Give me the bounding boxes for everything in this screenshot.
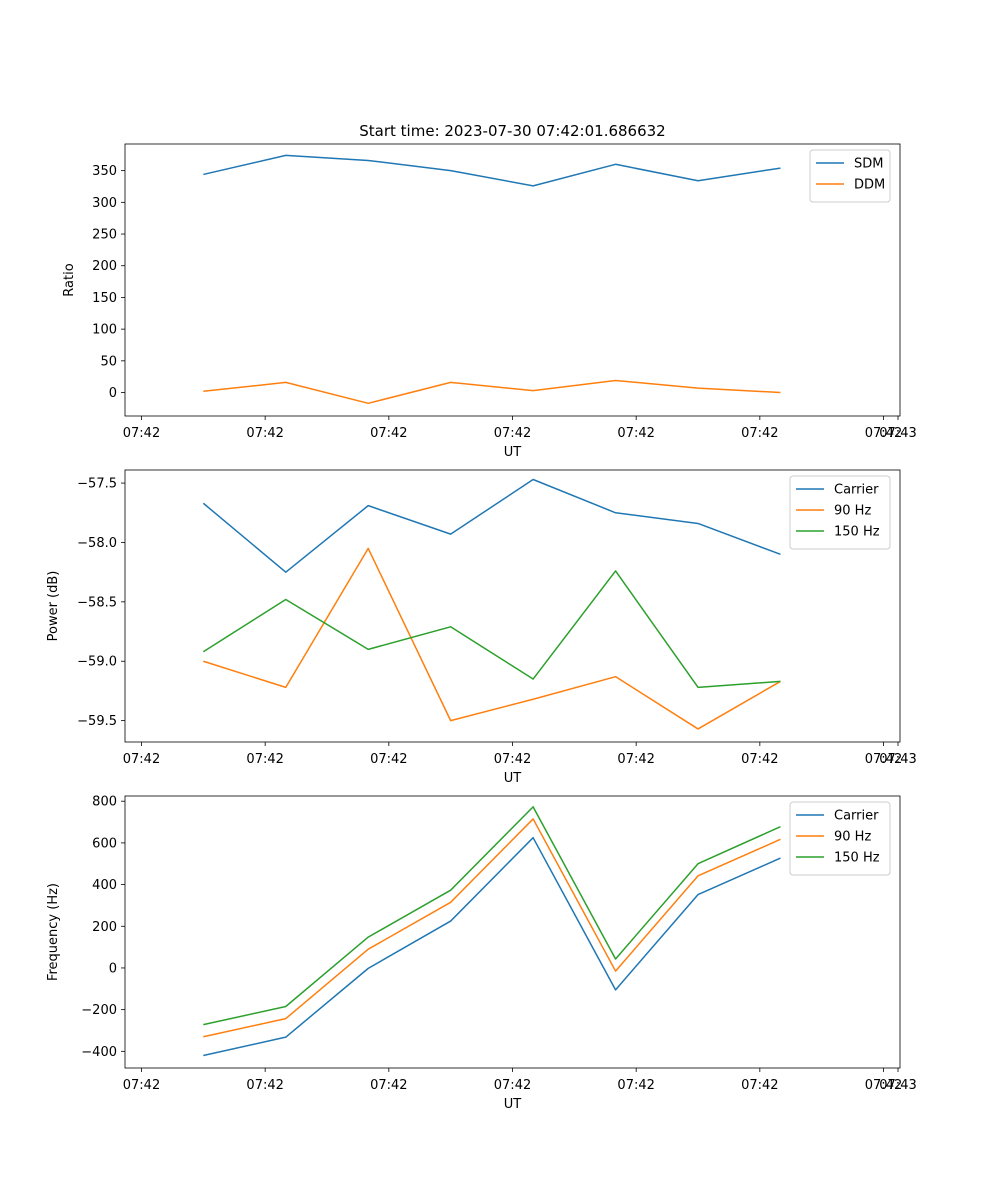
y-tick-label: 250 (92, 228, 117, 243)
x-tick-label: 07:42 (494, 1078, 531, 1093)
x-tick-label: 07:42 (370, 1078, 407, 1093)
chart-panel-1: Start time: 2023-07-30 07:42:01.686632 07… (62, 122, 917, 460)
legend-label: Carrier (834, 809, 879, 824)
legend-label: DDM (854, 178, 885, 193)
y-tick-label: −59.0 (77, 655, 117, 670)
y-tick-label: 300 (92, 196, 117, 211)
x-tick-label: 07:42 (246, 426, 283, 441)
legend-label: 90 Hz (834, 830, 871, 845)
y-tick-label: −59.5 (77, 714, 117, 729)
x-tick-label: 07:42 (617, 426, 654, 441)
series-line-sdm (203, 154, 781, 187)
series-line-150-hz (202, 570, 781, 689)
y-axis-label: Power (dB) (46, 571, 61, 642)
chart-panel-2: 07:42 07:42 07:42 07:42 07:42 07:42 07:4207:43… (46, 469, 917, 786)
x-tick-label: 07:42 (741, 426, 778, 441)
legend-label: 90 Hz (834, 504, 871, 519)
y-tick-label: 200 (92, 259, 117, 274)
legend-label: SDM (854, 157, 883, 172)
x-tick-label: 07:42 (865, 426, 902, 441)
x-tick-label: 07:42 (865, 752, 902, 767)
x-axis-label: UT (504, 1097, 522, 1112)
x-tick-label: 07:42 (494, 426, 531, 441)
y-tick-label: 0 (109, 386, 117, 401)
x-tick-label: 07:42 (865, 1078, 902, 1093)
series-line-carrier (203, 836, 781, 1057)
series-line-90-hz (203, 818, 781, 1038)
x-tick-label: 07:42 (246, 1078, 283, 1093)
x-tick-label: 07:42 (741, 1078, 778, 1093)
x-tick-label: 07:42 (370, 426, 407, 441)
y-tick-label: 200 (92, 920, 117, 935)
chart-title: Start time: 2023-07-30 07:42:01.686632 (359, 122, 665, 140)
axes-frame (124, 143, 901, 417)
x-tick-label: 07:42 (123, 752, 160, 767)
x-tick-label: 07:42 (617, 1078, 654, 1093)
y-tick-label: −58.5 (77, 595, 117, 610)
axes-frame (124, 795, 901, 1069)
y-axis-label: Frequency (Hz) (46, 883, 61, 981)
chart-panel-3: 07:42 07:42 07:42 07:42 07:42 07:42 07:4207:43… (46, 795, 917, 1112)
x-tick-label: 07:42 (246, 752, 283, 767)
x-tick-label: 07:42 (123, 1078, 160, 1093)
legend: SDM DDM (809, 149, 891, 203)
legend-label: Carrier (834, 483, 879, 498)
y-tick-label: 0 (109, 961, 117, 976)
y-tick-label: −400 (81, 1045, 117, 1060)
x-tick-label: 07:42 (370, 752, 407, 767)
series-line-ddm (203, 379, 781, 405)
x-axis-label: UT (504, 445, 522, 460)
y-tick-label: 150 (92, 291, 117, 306)
y-tick-label: 50 (100, 354, 117, 369)
y-tick-label: −200 (81, 1003, 117, 1018)
y-tick-label: 100 (92, 323, 117, 338)
x-tick-label: 07:42 (741, 752, 778, 767)
y-tick-label: 600 (92, 836, 117, 851)
y-tick-label: −58.0 (77, 536, 117, 551)
x-tick-label: 07:42 (617, 752, 654, 767)
y-tick-label: 400 (92, 878, 117, 893)
y-tick-label: 800 (92, 795, 117, 810)
series-line-carrier (202, 478, 781, 573)
axes-frame (124, 469, 901, 743)
legend: Carrier 90 Hz 150 Hz (789, 475, 891, 550)
y-axis-label: Ratio (62, 263, 77, 296)
x-tick-label: 07:43 (879, 752, 916, 767)
x-tick-label: 07:42 (123, 426, 160, 441)
legend: Carrier 90 Hz 150 Hz (789, 801, 891, 876)
x-tick-label: 07:42 (494, 752, 531, 767)
legend-label: 150 Hz (834, 525, 880, 540)
x-axis-label: UT (504, 771, 522, 786)
legend-label: 150 Hz (834, 851, 880, 866)
y-tick-label: 350 (92, 164, 117, 179)
series-line-90-hz (203, 547, 781, 730)
series-line-150-hz (203, 806, 781, 1026)
x-tick-label: 07:43 (879, 426, 916, 441)
y-tick-label: −57.5 (77, 477, 117, 492)
x-tick-label: 07:43 (879, 1078, 916, 1093)
